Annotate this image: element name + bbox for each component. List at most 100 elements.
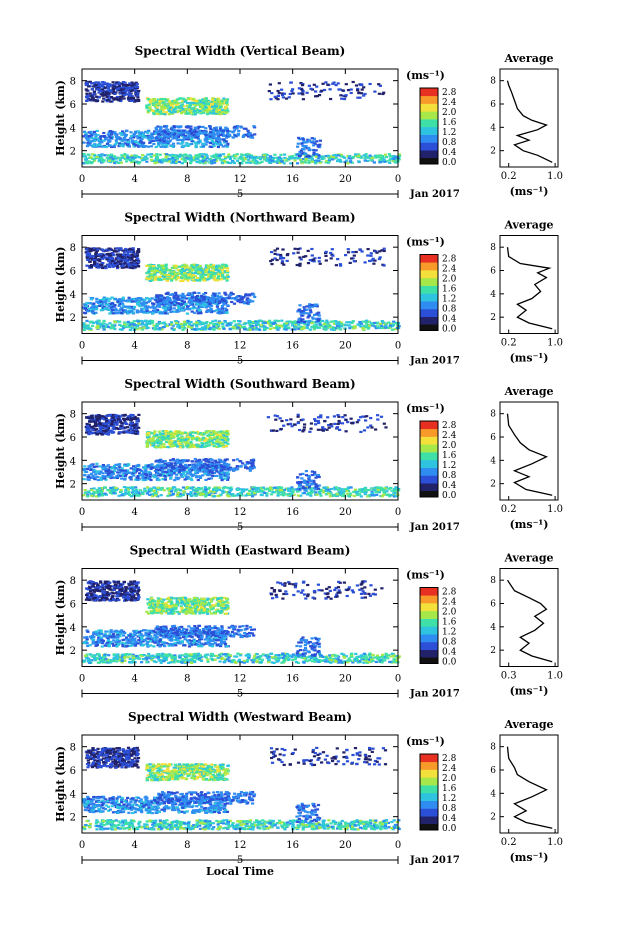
heatmap-cell [166, 301, 170, 304]
heatmap-cell [119, 254, 123, 257]
heatmap-cell [120, 311, 124, 314]
heatmap-cell [246, 161, 250, 164]
heatmap-cell [157, 103, 162, 106]
heatmap-cell [371, 157, 375, 160]
heatmap-cell [163, 273, 167, 276]
heatmap-cell [177, 265, 181, 268]
heatmap-cell [100, 141, 104, 144]
heatmap-cell [135, 328, 139, 331]
heatmap-cell [218, 309, 222, 312]
heatmap-cell [178, 303, 182, 306]
heatmap-cell [158, 275, 162, 278]
heatmap-cell [221, 273, 225, 276]
heatmap-cell [122, 85, 126, 88]
heatmap-cell [135, 82, 139, 86]
heatmap-cell [334, 157, 338, 160]
heatmap-cell [225, 296, 229, 299]
heatmap-cell [136, 320, 141, 323]
heatmap-cell [246, 129, 250, 132]
heatmap-cell [194, 154, 198, 157]
heatmap-cell [283, 153, 287, 156]
heatmap-cell [104, 430, 108, 433]
colorbar-segment [420, 119, 438, 128]
heatmap-cell [150, 279, 154, 282]
heatmap-cell [209, 310, 214, 313]
heatmap-cell [215, 112, 219, 115]
heatmap-cell [227, 134, 231, 137]
heatmap-cell [205, 299, 209, 302]
heatmap-cell [327, 160, 331, 164]
heatmap-cell [305, 91, 309, 94]
colorbar-segment [420, 134, 438, 143]
heatmap-cell [171, 142, 176, 145]
heatmap-cell [190, 131, 194, 134]
x-tick-label: 0 [79, 341, 85, 352]
heatmap-cell [221, 322, 225, 325]
heatmap-cell [166, 132, 170, 136]
heatmap-cell [113, 92, 117, 95]
heatmap-cell [140, 328, 144, 331]
heatmap-cell [95, 320, 99, 323]
heatmap-cell [276, 253, 280, 256]
heatmap-cell [115, 423, 119, 426]
heatmap-cell [306, 262, 311, 265]
heatmap-cell [173, 275, 177, 278]
heatmap-cell [160, 112, 164, 115]
heatmap-cell [142, 310, 146, 313]
heatmap-cell [315, 153, 319, 156]
heatmap-cell [85, 89, 89, 92]
heatmap-cell [192, 111, 196, 114]
x-tick-label: 20 [339, 341, 352, 352]
heatmap-cell [194, 295, 198, 298]
heatmap-cell [210, 102, 214, 105]
heatmap-cell [172, 126, 176, 129]
heatmap-cell [193, 307, 197, 310]
heatmap-cell [94, 83, 98, 87]
heatmap-cell [120, 156, 124, 159]
heatmap-cell [240, 298, 244, 301]
heatmap-cell [228, 130, 232, 133]
heatmap-cell [103, 256, 107, 259]
heatmap-cell [92, 159, 97, 162]
heatmap-cell [95, 86, 99, 89]
heatmap-cell [128, 82, 132, 85]
heatmap-cell [247, 299, 251, 302]
heatmap-cell [387, 153, 392, 156]
heatmap-cell [91, 137, 95, 140]
heatmap-cell [87, 429, 91, 432]
heatmap-cell [290, 320, 294, 324]
heatmap-cell [250, 155, 254, 158]
heatmap-cell [364, 325, 368, 329]
heatmap-cell [142, 158, 146, 161]
heatmap-cell [193, 131, 197, 134]
heatmap-cell [208, 106, 212, 109]
heatmap-cell [211, 302, 215, 305]
heatmap-cell [185, 111, 189, 115]
heatmap-cell [276, 320, 280, 323]
heatmap-cell [258, 158, 262, 161]
heatmap-cell [107, 85, 112, 88]
heatmap-cell [215, 108, 219, 111]
heatmap-cell [266, 322, 270, 325]
heatmap-cell [115, 247, 119, 250]
heatmap-cell [161, 264, 165, 267]
heatmap-cell [369, 252, 373, 255]
heatmap-cell [134, 141, 138, 144]
heatmap-cell [181, 100, 185, 103]
heatmap-cell [118, 302, 122, 306]
heatmap-cell [220, 271, 224, 274]
heatmap-cell [155, 106, 159, 109]
heatmap-cell [184, 303, 188, 306]
heatmap-cell [200, 155, 204, 158]
heatmap-cell [301, 90, 305, 93]
heatmap-cell [85, 301, 89, 305]
heatmap-cell [205, 157, 209, 160]
heatmap-cell [144, 326, 148, 329]
heatmap-cell [127, 296, 131, 299]
heatmap-cell [354, 154, 358, 157]
heatmap-cell [239, 155, 243, 158]
heatmap-cell [218, 154, 222, 157]
heatmap-cell [231, 130, 235, 133]
heatmap-cell [222, 311, 226, 314]
heatmap-cell [192, 311, 197, 314]
